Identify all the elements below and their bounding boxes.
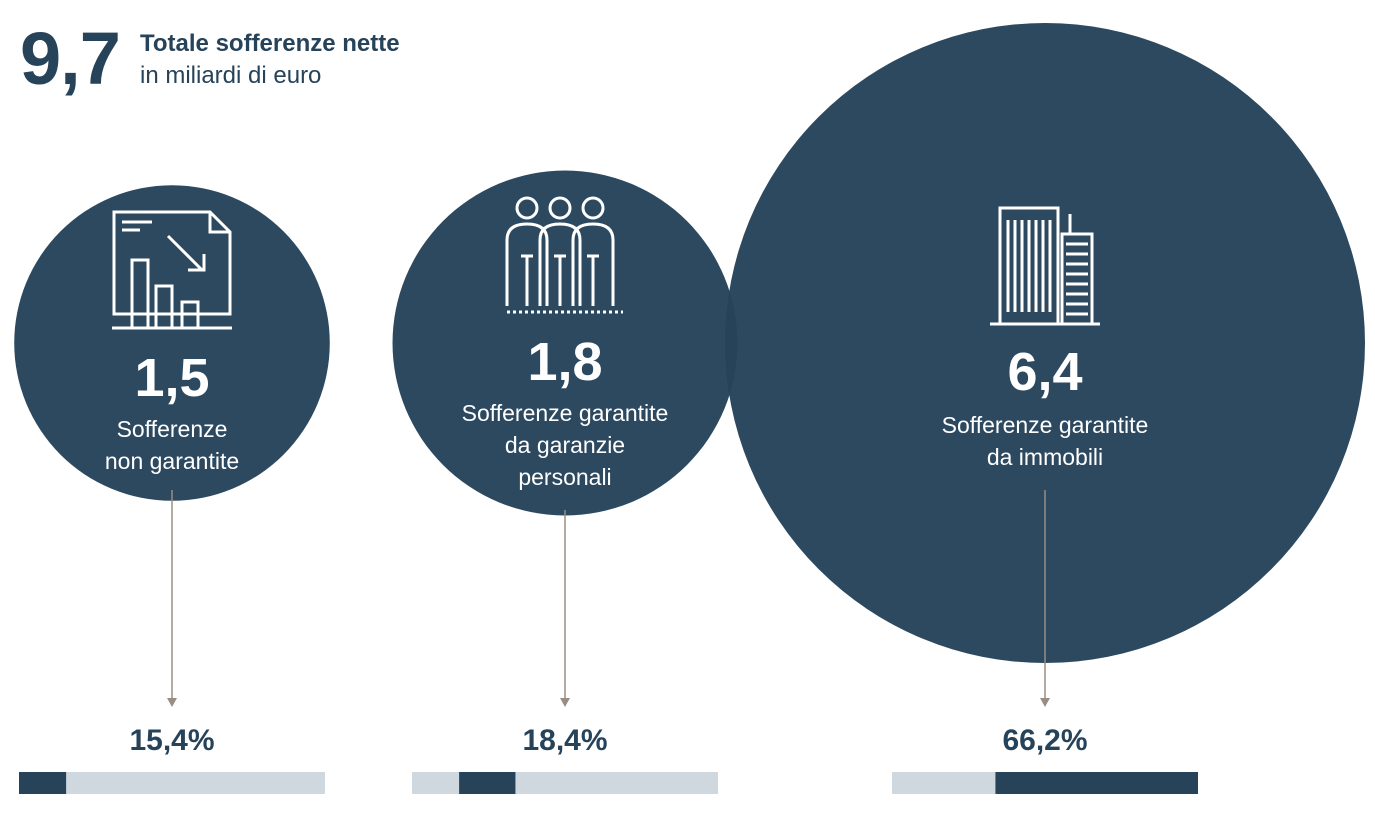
bubble-label-2-line-2: da garanzie <box>505 432 625 458</box>
share-label-3: 66,2% <box>1002 724 1087 757</box>
document-chart-down-icon <box>112 210 232 330</box>
total-value: 9,7 <box>20 17 121 100</box>
bubble-value-2: 1,8 <box>527 332 602 392</box>
share-bar-track-1 <box>19 772 325 794</box>
arrow-head-2 <box>560 698 570 707</box>
bubble-1 <box>14 185 330 501</box>
total-title: Totale sofferenze nette <box>140 30 400 57</box>
people-group-icon <box>505 196 623 314</box>
total-subtitle: in miliardi di euro <box>140 62 322 89</box>
bubble-label-2-line-3: personali <box>518 464 611 490</box>
bubble-label-3-line-2: da immobili <box>987 444 1103 470</box>
bubble-label-3-line-1: Sofferenze garantite <box>942 412 1149 438</box>
arrow-head-1 <box>167 698 177 707</box>
arrow-head-3 <box>1040 698 1050 707</box>
bubble-value-3: 6,4 <box>1007 342 1082 402</box>
share-bar-fill-3 <box>995 772 1198 794</box>
share-label-2: 18,4% <box>522 724 607 757</box>
bubble-3 <box>725 23 1365 663</box>
buildings-icon <box>990 206 1100 326</box>
share-label-1: 15,4% <box>129 724 214 757</box>
bubble-label-1-line-1: Sofferenze <box>117 416 228 442</box>
bubble-2 <box>392 170 738 516</box>
bubble-label-2-line-1: Sofferenze garantite <box>462 400 669 426</box>
share-bar-fill-2 <box>459 772 516 794</box>
bubble-value-1: 1,5 <box>134 348 209 408</box>
share-bar-track-2 <box>412 772 718 794</box>
bubble-label-1-line-2: non garantite <box>105 448 239 474</box>
share-bar-fill-1 <box>19 772 67 794</box>
